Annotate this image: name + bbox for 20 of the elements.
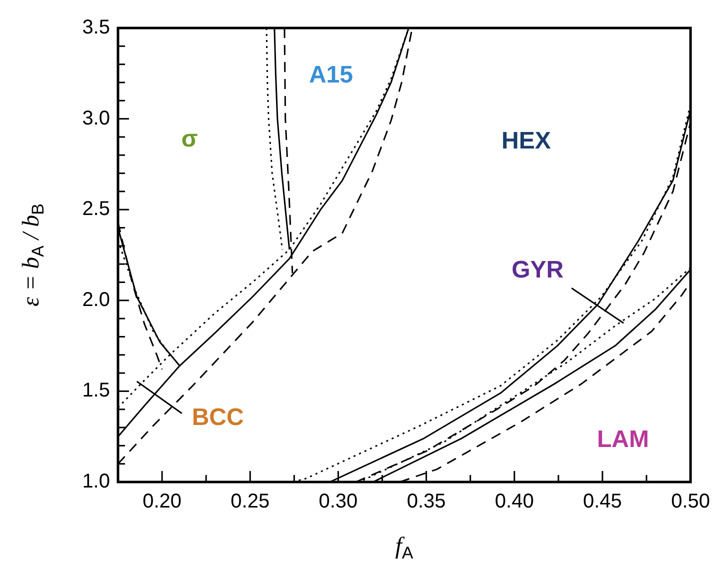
y-tick-label: 2.0 bbox=[82, 288, 110, 311]
annotation: BCC bbox=[192, 404, 244, 432]
x-tick-label: 0.20 bbox=[142, 490, 182, 513]
x-tick-label: 0.45 bbox=[582, 490, 622, 513]
x-tick-label: 0.35 bbox=[406, 490, 446, 513]
x-tick-label: 0.30 bbox=[318, 490, 358, 513]
annotation: GYR bbox=[512, 256, 564, 284]
y-axis-title: ε = bA / bB bbox=[18, 203, 48, 306]
annotation: σ bbox=[181, 125, 198, 152]
annotation: HEX bbox=[502, 128, 551, 155]
x-tick-label: 0.25 bbox=[230, 490, 270, 513]
x-tick-label: 0.50 bbox=[671, 490, 710, 513]
y-tick-label: 1.5 bbox=[82, 380, 110, 402]
y-tick-label: 2.5 bbox=[82, 198, 110, 220]
y-tick-label: 3.0 bbox=[82, 107, 110, 130]
annotation: A15 bbox=[308, 61, 353, 88]
annotation: LAM bbox=[596, 426, 649, 453]
y-tick-label: 1.0 bbox=[82, 470, 110, 493]
x-tick-label: 0.40 bbox=[494, 490, 534, 513]
y-tick-label: 3.5 bbox=[82, 16, 110, 39]
